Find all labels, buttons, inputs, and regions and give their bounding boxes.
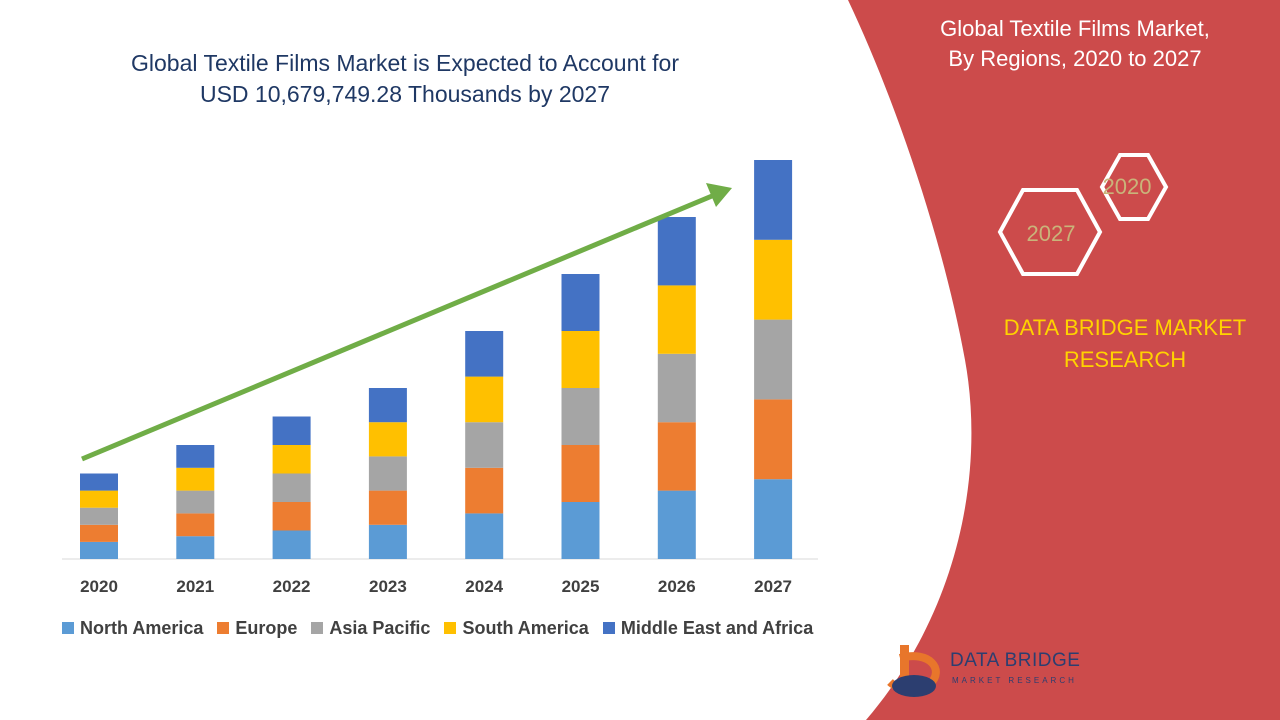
bar-2020-south-america [80,490,118,508]
legend-label: North America [80,617,204,638]
x-tick-label: 2021 [176,577,214,596]
bar-2027-north-america [754,479,793,559]
sidebar-panel [848,0,1280,720]
bar-2026-asia-pacific [657,353,696,423]
bar-2022-middle-east-and-africa [272,416,311,445]
bar-2022-south-america [272,445,311,474]
hexagon-2027-label: 2027 [1027,221,1076,246]
bar-2020-middle-east-and-africa [80,473,118,491]
bar-2025-south-america [561,331,600,388]
x-tick-label: 2022 [273,577,311,596]
brand-name-line-1: DATA BRIDGE MARKET [1003,315,1247,340]
bar-2027-south-america [754,239,793,320]
legend-label: South America [462,617,589,638]
legend-item: North America [62,618,203,639]
bar-2026-north-america [657,490,696,559]
legend-item: Europe [217,618,297,639]
bar-2021-middle-east-and-africa [176,445,215,468]
hexagon-2020-label: 2020 [1103,174,1152,199]
bar-2025-europe [561,445,600,502]
logo-tagline: MARKET RESEARCH [952,676,1077,685]
bar-2020-asia-pacific [80,507,118,525]
bar-2021-europe [176,513,215,537]
legend-item: South America [444,617,589,639]
bar-2024-asia-pacific [465,422,504,468]
trend-arrow [81,183,732,462]
bar-2026-middle-east-and-africa [657,217,696,286]
bar-2021-south-america [176,467,215,491]
hexagon-2027: 2027 [997,188,1103,276]
bar-2025-asia-pacific [561,388,600,445]
bar-2021-asia-pacific [176,490,215,514]
bar-2025-north-america [561,502,600,559]
x-tick-label: 2027 [754,577,792,596]
brand-name-line-2: RESEARCH [1063,347,1187,372]
legend-swatch [311,622,324,634]
brand-name: DATA BRIDGE MARKET RESEARCH [980,312,1270,376]
hexagon-2020: 2020 [1099,153,1169,221]
sidebar-title: Global Textile Films Market, By Regions,… [880,14,1270,74]
data-bridge-logo-icon [887,645,940,697]
bar-2027-asia-pacific [754,319,793,400]
sidebar-title-line-1: Global Textile Films Market, [940,16,1210,41]
bar-2022-asia-pacific [272,473,311,502]
legend-item: Asia Pacific [311,618,430,639]
bar-2025-middle-east-and-africa [561,274,600,331]
bar-2026-south-america [657,285,696,354]
bar-2024-north-america [465,513,504,559]
bar-2020-europe [80,524,118,542]
page-title-line-1: Global Textile Films Market is Expected … [131,50,679,76]
bar-2026-europe [657,422,696,491]
legend-swatch [444,622,457,634]
legend-label: Middle East and Africa [620,617,814,638]
bar-2023-south-america [368,422,407,457]
bar-2027-middle-east-and-africa [754,160,793,240]
bar-2024-europe [465,467,504,514]
logo-name: DATA BRIDGE [950,650,1081,671]
bar-2024-south-america [465,376,504,423]
bar-2023-middle-east-and-africa [368,388,407,423]
page-title: Global Textile Films Market is Expected … [60,48,750,110]
legend-item: Middle East and Africa [602,617,814,639]
x-tick-label: 2023 [369,577,407,596]
bar-2020-north-america [80,541,118,559]
bar-series-group [80,160,793,559]
x-tick-label: 2025 [562,577,600,596]
page-title-line-2: USD 10,679,749.28 Thousands by 2027 [199,81,611,107]
bar-2027-europe [754,399,793,480]
x-tick-label: 2020 [80,577,118,596]
chart-legend: North America Europe Asia Pacific South Ame… [62,616,813,640]
legend-label: Asia Pacific [329,617,431,638]
x-tick-label: 2026 [658,577,696,596]
bar-2023-asia-pacific [368,456,407,491]
bar-2023-north-america [368,524,407,559]
legend-swatch [62,622,74,634]
bar-2021-north-america [176,536,215,559]
x-tick-label: 2024 [465,577,503,596]
bar-2022-north-america [272,530,311,559]
x-tick-labels: 2020 2021 2022 2023 2024 2025 2026 2027 [80,577,792,596]
bar-2024-middle-east-and-africa [465,331,504,377]
legend-label: Europe [235,617,298,638]
stacked-bar-chart: 2020 2021 2022 2023 2024 2025 2026 2027 [62,160,818,596]
bar-2023-europe [368,490,407,525]
legend-swatch [217,622,230,634]
bar-2022-europe [272,502,311,531]
legend-swatch [602,622,615,634]
sidebar-title-line-2: By Regions, 2020 to 2027 [948,46,1202,71]
